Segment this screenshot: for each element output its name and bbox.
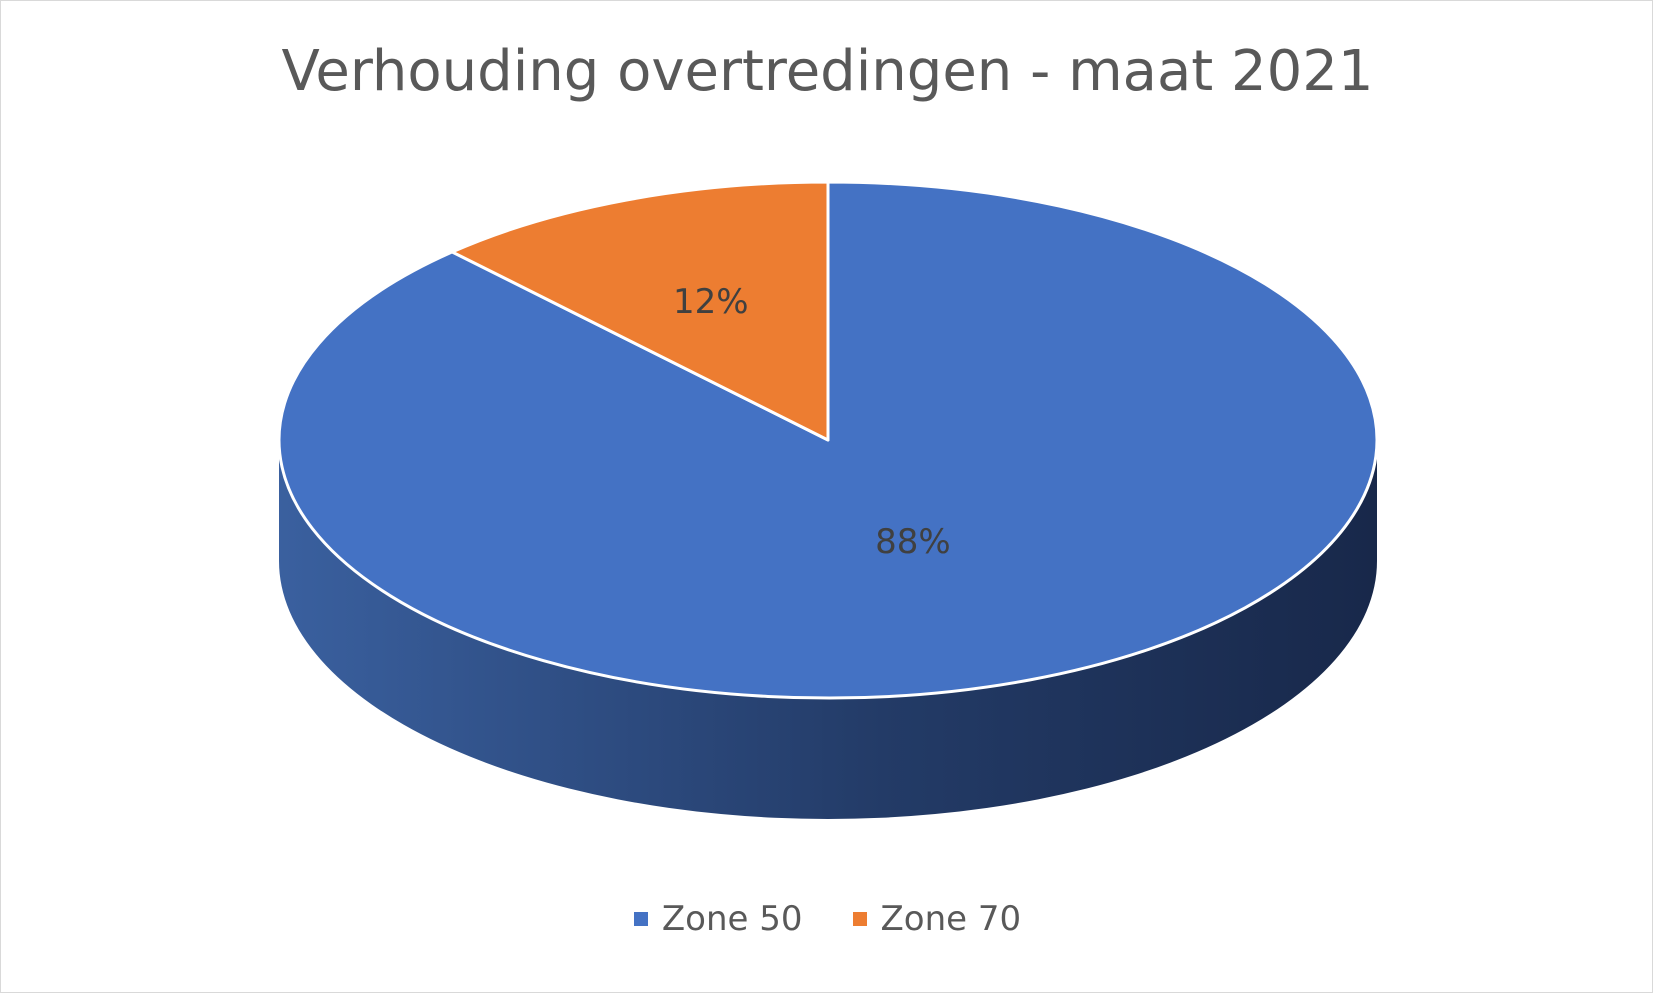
legend-label-zone-50: Zone 50 [661, 899, 803, 939]
legend-swatch-zone-70 [852, 912, 867, 926]
chart-legend: Zone 50 Zone 70 [1, 899, 1653, 939]
legend-item-zone-70[interactable]: Zone 70 [852, 899, 1022, 939]
legend-label-zone-70: Zone 70 [880, 899, 1022, 939]
pie-slice-zone-70[interactable] [450, 180, 830, 442]
legend-swatch-zone-50 [633, 912, 648, 926]
chart-title: Verhouding overtredingen - maat 2021 [281, 39, 1374, 104]
legend-item-zone-50[interactable]: Zone 50 [633, 899, 803, 939]
data-label-zone-70: 12% [673, 282, 749, 322]
pie-side-zone-50 [279, 440, 1377, 819]
pie-slice-zone-50[interactable] [277, 180, 1379, 700]
data-label-zone-50: 88% [875, 522, 951, 562]
